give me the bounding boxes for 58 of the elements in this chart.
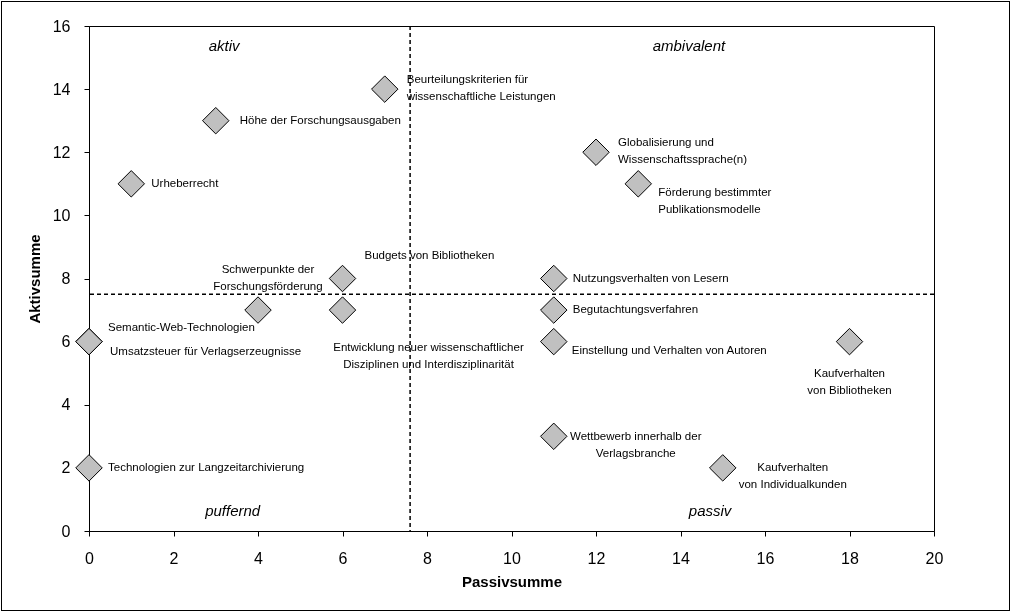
data-label: Budgets von Bibliotheken: [364, 248, 495, 261]
x-tick-label: 10: [503, 549, 521, 567]
point: [540, 296, 568, 324]
x-tick-label: 8: [423, 549, 433, 567]
data-label: Globalisierung und Wissenschaftssprache(n): [618, 136, 748, 166]
data-label: Nutzungsverhalten von Lesern: [572, 271, 729, 284]
data-label: Schwerpunkte der Forschungsförderung: [213, 263, 323, 293]
data-label: Begutachtungsverfahren: [572, 303, 699, 316]
y-tick-label: 4: [61, 396, 71, 414]
y-tick-label: 10: [52, 206, 71, 224]
annotation: puffernd: [204, 501, 261, 519]
x-tick-label: 16: [756, 549, 775, 567]
x-tick-label: 0: [85, 549, 95, 567]
y-axis-title: Aktivsumme: [25, 234, 43, 324]
point: [835, 327, 864, 356]
point: [75, 454, 103, 482]
x-axis-title: Passivsumme: [461, 572, 563, 590]
point: [244, 296, 272, 324]
data-label: Beurteilungskriterien für wissenschaftliche Leistungen: [405, 73, 556, 103]
point: [328, 264, 357, 293]
data-label: Umsatzsteuer für Verlagserzeugnisse: [110, 344, 302, 357]
data-label: Einstellung und Verhalten von Autoren: [571, 343, 767, 356]
data-label: Technologien zur Langzeitarchivierung: [108, 460, 305, 473]
point: [582, 138, 610, 166]
x-tick-label: 14: [672, 549, 690, 567]
y-tick-label: 14: [52, 80, 71, 98]
x-tick-label: 12: [587, 549, 606, 567]
data-label: Förderung bestimmter Publikationsmodelle: [658, 185, 772, 215]
annotation: passiv: [687, 501, 733, 519]
point: [328, 296, 357, 324]
y-tick-label: 0: [61, 522, 71, 540]
point: [202, 106, 230, 135]
point: [540, 422, 568, 451]
y-tick-label: 6: [61, 333, 71, 351]
data-label: Entwicklung neuer wissenschaftlicher Disziplinen und Interdisziplinarität: [333, 341, 524, 371]
x-tick-label: 18: [841, 549, 859, 567]
point: [709, 454, 737, 482]
annotation: ambivalent: [652, 37, 727, 55]
data-label: Kaufverhalten von Individualkunden: [738, 460, 847, 490]
data-label: Semantic-Web-Technologien: [108, 320, 255, 333]
x-tick-label: 4: [254, 549, 264, 567]
x-tick-label: 20: [925, 549, 944, 567]
point: [371, 75, 399, 103]
data-label: Höhe der Forschungsausgaben: [239, 113, 401, 126]
y-tick-label: 2: [61, 459, 71, 477]
point: [540, 327, 568, 356]
data-label: Kaufverhalten von Bibliotheken: [807, 366, 892, 396]
point: [117, 170, 145, 198]
x-tick-label: 6: [338, 549, 348, 567]
x-tick-label: 2: [169, 549, 179, 567]
y-tick-label: 16: [52, 17, 71, 35]
data-label: Wettbewerb innerhalb der Verlagsbranche: [570, 430, 702, 460]
data-label: Urheberrecht: [151, 176, 220, 189]
y-tick-label: 12: [52, 143, 71, 161]
point: [624, 170, 652, 198]
annotation: aktiv: [208, 37, 242, 55]
y-tick-label: 8: [61, 270, 71, 287]
point: [540, 264, 568, 293]
